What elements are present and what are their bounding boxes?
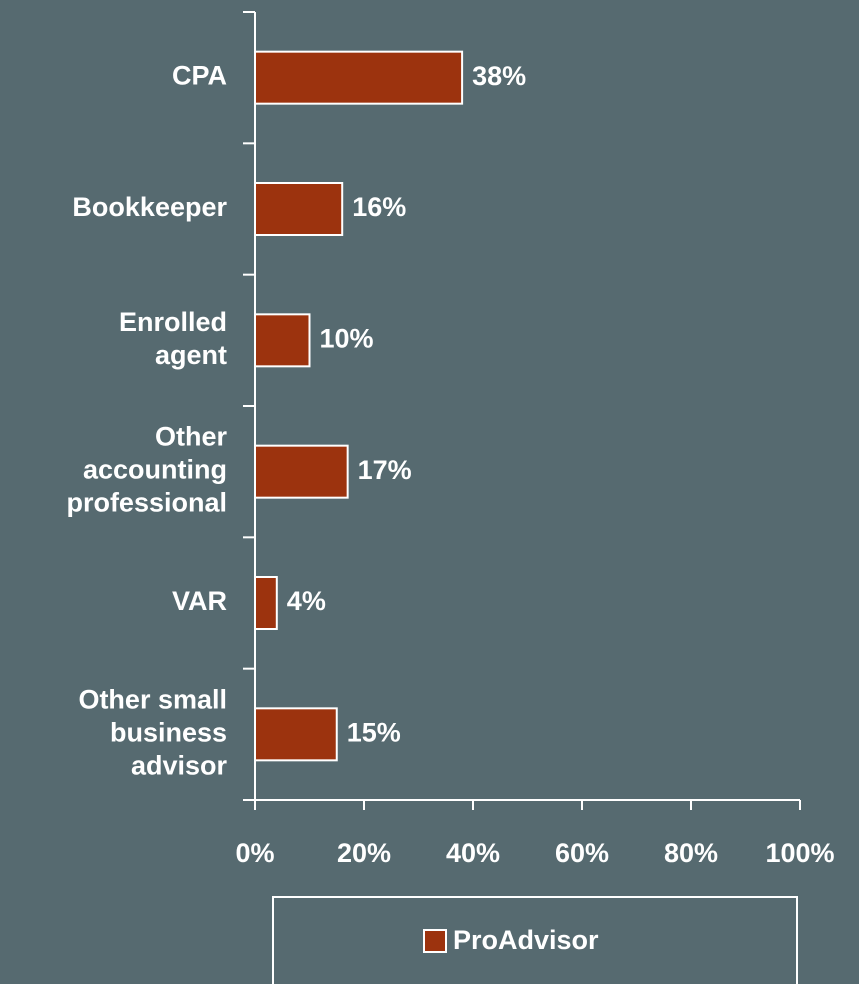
y-tick-label: Other small business advisor bbox=[78, 684, 227, 780]
x-tick-label: 40% bbox=[446, 838, 500, 868]
x-tick-label: 60% bbox=[555, 838, 609, 868]
y-tick-label: VAR bbox=[172, 586, 227, 616]
y-tick-label: CPA bbox=[172, 61, 227, 91]
legend-box bbox=[272, 896, 798, 984]
value-label: 17% bbox=[358, 455, 412, 485]
bar bbox=[254, 707, 338, 762]
value-label: 16% bbox=[352, 192, 406, 222]
bar bbox=[254, 576, 278, 630]
y-tick-label: Bookkeeper bbox=[72, 192, 227, 222]
x-tick-label: 0% bbox=[235, 838, 274, 868]
y-tick-label: Other accounting professional bbox=[66, 422, 227, 518]
y-tick-label: Enrolled agent bbox=[119, 307, 227, 370]
bar bbox=[254, 50, 464, 105]
value-label: 38% bbox=[472, 61, 526, 91]
value-label: 10% bbox=[320, 323, 374, 353]
value-label: 15% bbox=[347, 717, 401, 747]
bar bbox=[254, 444, 349, 499]
x-tick-label: 80% bbox=[664, 838, 718, 868]
bar bbox=[254, 313, 311, 368]
x-tick-label: 100% bbox=[765, 838, 834, 868]
value-label: 4% bbox=[287, 586, 326, 616]
bar bbox=[254, 182, 344, 236]
legend-label: ProAdvisor bbox=[453, 925, 599, 955]
x-tick-label: 20% bbox=[337, 838, 391, 868]
legend-swatch bbox=[423, 929, 447, 953]
